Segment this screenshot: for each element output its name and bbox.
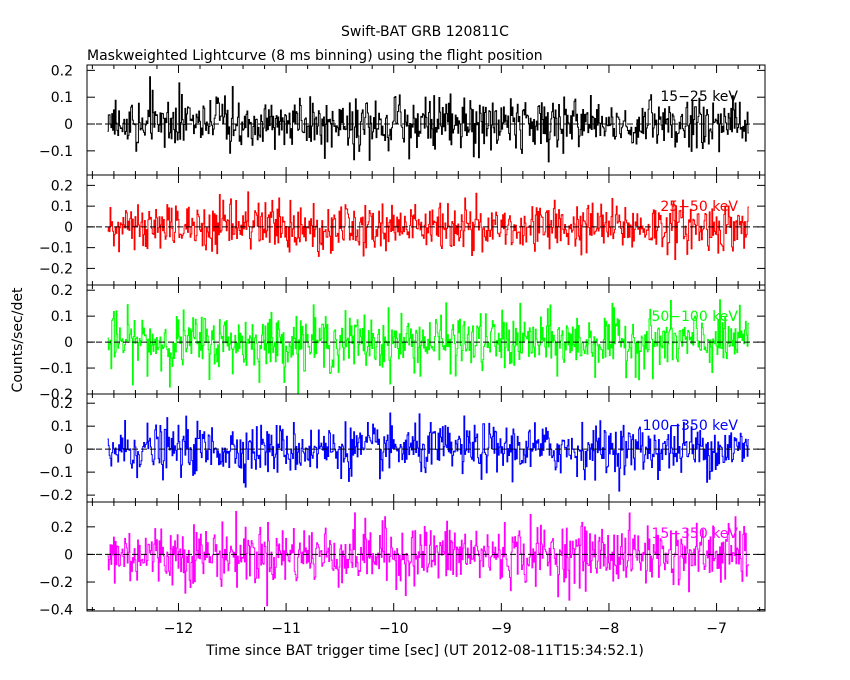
x-tick-label-6: −7: [706, 621, 727, 637]
y-tick-label-3-2: 0.1: [51, 309, 73, 325]
x-tick-label-4: −9: [491, 621, 512, 637]
y-tick-label-3-4: −0.1: [39, 361, 73, 377]
y-tick-label-5-1: 0.2: [51, 520, 73, 536]
y-tick-label-1-1: 0.2: [51, 63, 73, 79]
y-tick-label-2-5: −0.2: [39, 261, 73, 277]
band-label-5: 15−350 keV: [651, 526, 738, 542]
band-label-1: 15−25 keV: [660, 89, 738, 105]
x-tick-label-1: −12: [164, 621, 194, 637]
y-axis-label: Counts/sec/det: [10, 287, 26, 392]
panel-3: 50−100 keV 0.2 0.1 0 −0.1 −0.2: [39, 283, 766, 403]
y-tick-label-1-4: −0.1: [39, 144, 73, 160]
y-tick-label-3-1: 0.2: [51, 283, 73, 299]
band-label-2: 25−50 keV: [660, 199, 738, 215]
lightcurve-trace-1: [107, 76, 749, 163]
y-tick-label-5-4: −0.4: [39, 603, 73, 619]
x-axis-label: Time since BAT trigger time [sec] (UT 20…: [205, 643, 644, 659]
y-tick-label-4-4: −0.1: [39, 465, 73, 481]
x-tick-label-2: −11: [271, 621, 301, 637]
y-tick-label-2-3: 0: [64, 220, 73, 236]
y-tick-label-3-3: 0: [64, 335, 73, 351]
panel-frame-3: [86, 284, 766, 395]
lightcurve-trace-2: [107, 191, 749, 260]
band-label-4: 100−350 keV: [643, 418, 739, 434]
y-tick-label-2-4: −0.1: [39, 241, 73, 257]
x-tick-label-5: −8: [599, 621, 620, 637]
panel-4: 100−350 keV 0.2 0.1 0 −0.1 −0.2: [39, 393, 766, 504]
chart-subtitle: Maskweighted Lightcurve (8 ms binning) u…: [87, 48, 543, 64]
y-tick-label-5-2: 0: [64, 547, 73, 563]
y-tick-label-4-3: 0: [64, 442, 73, 458]
y-tick-label-1-3: 0: [64, 117, 73, 133]
lightcurve-trace-3: [107, 299, 749, 394]
panel-frame-5: [86, 501, 766, 612]
y-tick-label-4-1: 0.2: [51, 396, 73, 412]
lightcurve-trace-4: [107, 412, 749, 492]
y-tick-label-4-2: 0.1: [51, 419, 73, 435]
y-tick-label-1-2: 0.1: [51, 90, 73, 106]
panels-group: 15−25 keV 0.2 0.1 0 −0.1 25−50 keV 0.2 0.1 0 −0.1…: [39, 63, 766, 637]
panel-2: 25−50 keV 0.2 0.1 0 −0.1 −0.2: [39, 174, 766, 286]
y-tick-label-2-2: 0.1: [51, 199, 73, 215]
y-tick-label-5-3: −0.2: [39, 575, 73, 591]
chart-title: Swift-BAT GRB 120811C: [341, 24, 509, 40]
y-tick-label-3-5: −0.2: [39, 387, 73, 403]
x-tick-label-3: −10: [379, 621, 409, 637]
y-tick-label-2-1: 0.2: [51, 178, 73, 194]
panel-5: 15−350 keV 0.2 0 −0.2 −0.4: [39, 501, 766, 619]
y-tick-label-4-5: −0.2: [39, 488, 73, 504]
band-label-3: 50−100 keV: [651, 309, 738, 325]
panel-1: 15−25 keV 0.2 0.1 0 −0.1: [39, 63, 766, 176]
